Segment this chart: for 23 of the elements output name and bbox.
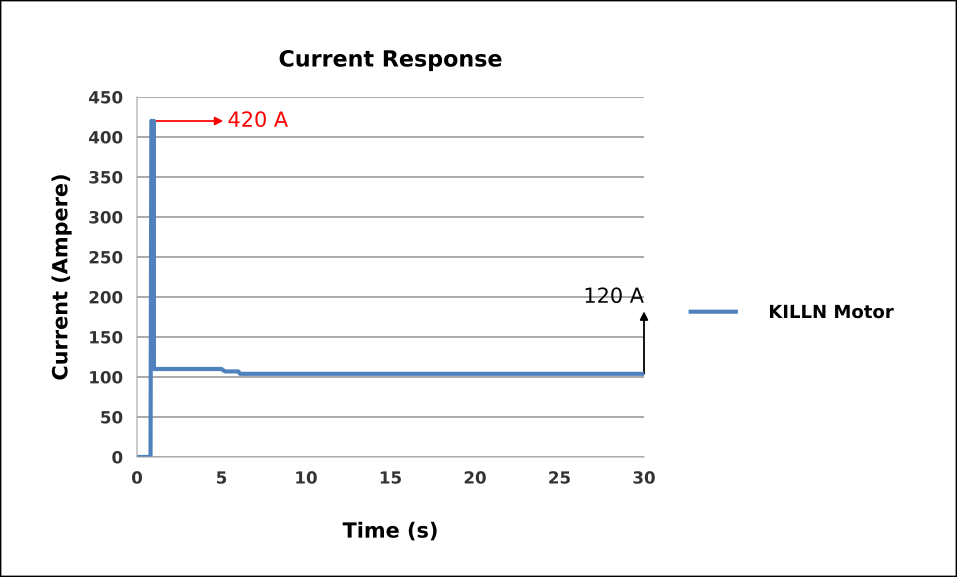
chart-title: Current Response: [280, 50, 502, 72]
x-tick-label: 30: [634, 471, 655, 484]
y-axis-title: Current (Ampere): [52, 175, 72, 380]
y-tick-label: 150: [90, 330, 122, 344]
x-axis-title: Time (s): [342, 522, 437, 540]
y-tick-label: 300: [89, 210, 122, 224]
y-tick-label: 200: [90, 290, 122, 304]
annotation: 420 A: [228, 111, 288, 128]
y-tick-label: 0: [112, 450, 122, 464]
x-tick-label: 20: [464, 471, 486, 484]
legend-label: KILLN Motor: [770, 304, 894, 318]
x-tick-label: 0: [132, 471, 142, 484]
y-tick-label: 400: [89, 130, 122, 144]
x-tick-label: 5: [216, 471, 226, 484]
y-tick-label: 50: [101, 410, 122, 424]
x-tick-label: 10: [296, 471, 317, 484]
y-tick-label: 350: [89, 170, 122, 184]
x-tick-label: 25: [549, 471, 570, 484]
x-tick-label: 15: [380, 471, 401, 484]
y-tick-label: 250: [90, 250, 122, 264]
annotation: 120 A: [586, 287, 644, 304]
y-tick-label: 100: [90, 370, 122, 384]
y-tick-label: 450: [89, 90, 122, 104]
